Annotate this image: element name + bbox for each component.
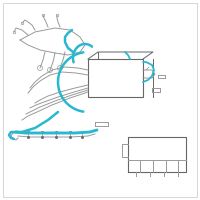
Bar: [88, 59, 143, 97]
